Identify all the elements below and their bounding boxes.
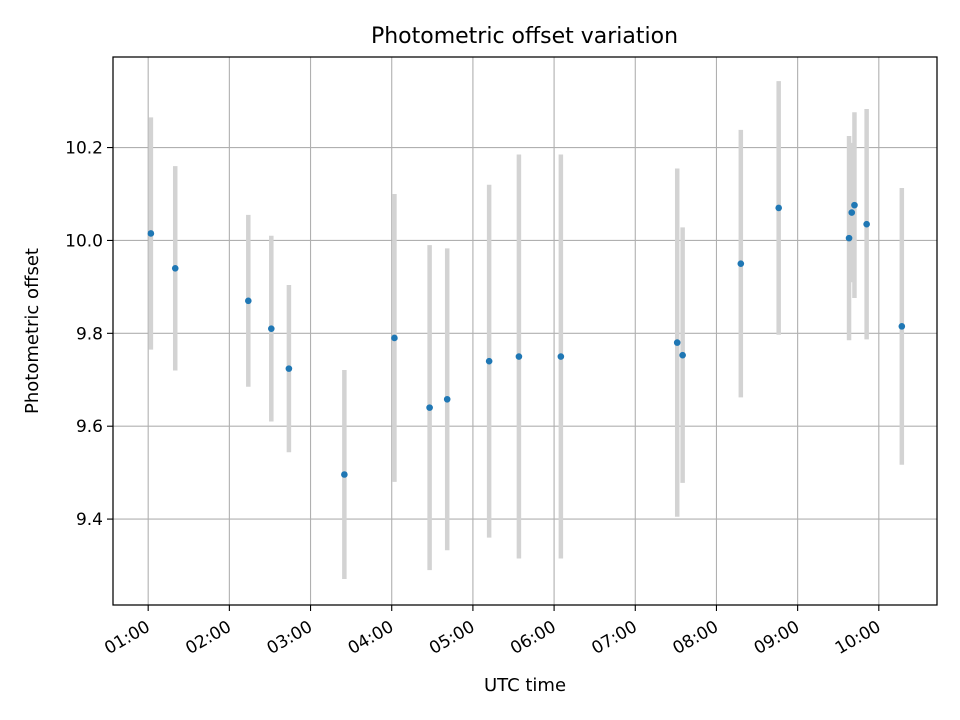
y-tick-label: 9.8 <box>76 324 103 344</box>
data-point <box>679 351 686 359</box>
plot-frame <box>112 56 938 606</box>
data-point <box>557 353 565 360</box>
y-tick-label: 10.0 <box>65 231 103 251</box>
y-tick-label: 9.4 <box>76 510 103 530</box>
y-axis-label: Photometric offset <box>22 248 43 414</box>
y-tick-label: 10.2 <box>65 139 103 159</box>
data-points <box>147 201 906 478</box>
data-point <box>673 339 681 346</box>
data-point <box>171 265 179 272</box>
x-axis-label: UTC time <box>484 675 566 696</box>
data-point <box>443 395 451 403</box>
data-point <box>268 325 275 332</box>
data-point <box>147 230 155 237</box>
data-point <box>775 204 782 212</box>
data-point <box>863 220 870 228</box>
data-point <box>426 404 433 411</box>
chart-title: Photometric offset variation <box>371 24 678 49</box>
data-point <box>285 365 293 372</box>
data-point <box>341 471 348 478</box>
data-point <box>851 201 858 209</box>
data-point <box>515 353 523 360</box>
data-point <box>391 334 398 342</box>
data-point <box>737 260 745 267</box>
grid <box>113 57 937 605</box>
y-tick-label: 9.6 <box>76 417 103 437</box>
data-point <box>245 297 252 305</box>
y-axis: 9.4 9.6 9.8 10.0 10.2 <box>65 139 113 530</box>
data-point <box>845 234 853 242</box>
data-point <box>898 323 906 330</box>
data-point <box>485 357 493 365</box>
data-point <box>848 209 856 216</box>
